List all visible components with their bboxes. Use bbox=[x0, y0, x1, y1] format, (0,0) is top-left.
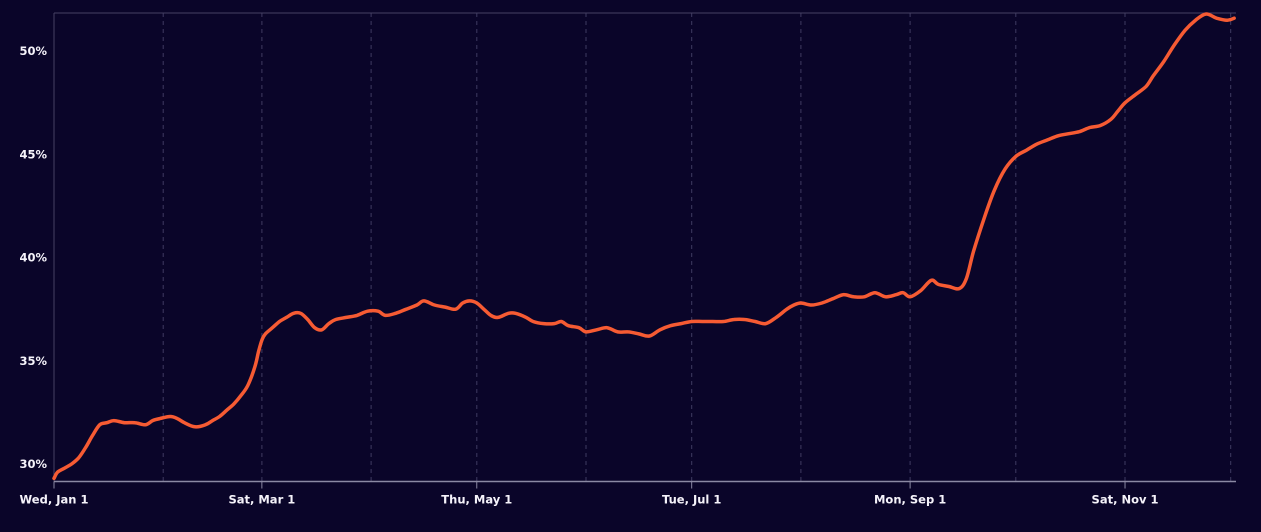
x-axis-label: Sat, Nov 1 bbox=[1092, 493, 1159, 507]
y-axis-label: 40% bbox=[19, 251, 47, 265]
x-axis-label: Thu, May 1 bbox=[441, 493, 512, 507]
x-axis-label: Sat, Mar 1 bbox=[228, 493, 295, 507]
series-line bbox=[52, 12, 1236, 481]
x-axis-label: Tue, Jul 1 bbox=[662, 493, 721, 507]
x-axis-label: Mon, Sep 1 bbox=[874, 493, 946, 507]
x-axis-label: Wed, Jan 1 bbox=[20, 493, 89, 507]
y-axis-label: 50% bbox=[19, 44, 47, 58]
y-axis-label: 30% bbox=[19, 457, 47, 471]
y-axis-label: 35% bbox=[19, 354, 47, 368]
y-axis-label: 45% bbox=[19, 147, 47, 161]
